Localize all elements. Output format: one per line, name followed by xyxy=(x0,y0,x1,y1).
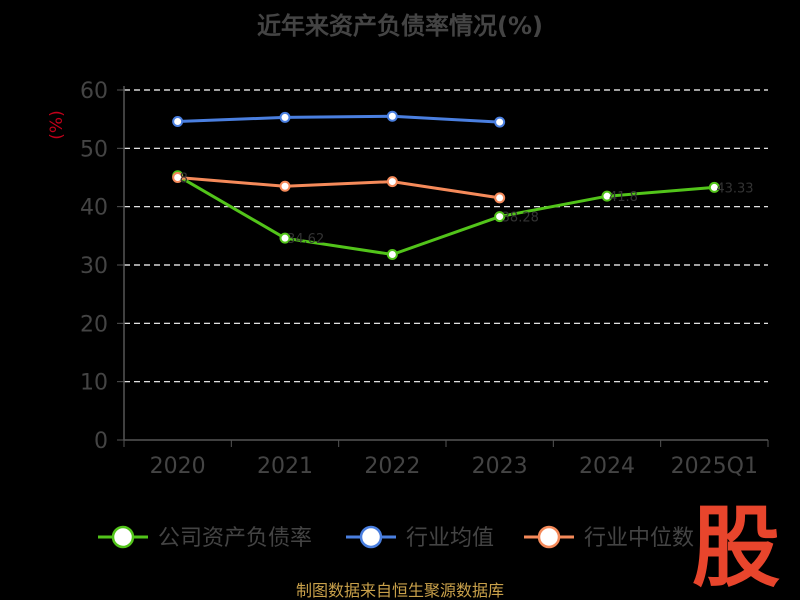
x-tick-label: 2023 xyxy=(472,454,528,479)
y-tick-label: 50 xyxy=(80,137,108,162)
y-tick-label: 40 xyxy=(80,196,108,221)
x-tick-label: 2021 xyxy=(257,454,313,479)
x-tick-label: 2022 xyxy=(364,454,420,479)
legend-swatch-marker xyxy=(359,525,383,549)
legend-swatch-marker xyxy=(111,525,135,549)
data-point[interactable] xyxy=(494,116,506,128)
series-lines: 34.62 38.28 41.8 43.33 8 xyxy=(172,110,754,260)
data-point[interactable] xyxy=(494,211,506,223)
data-point[interactable] xyxy=(386,249,398,260)
legend-swatch-marker xyxy=(537,525,561,549)
data-label: 41.8 xyxy=(609,190,638,205)
data-point[interactable] xyxy=(494,192,506,204)
x-tick-label: 2024 xyxy=(579,454,635,479)
x-tick-label: 2025Q1 xyxy=(671,454,758,479)
legend[interactable]: 公司资产负债率 行业均值 行业中位数 xyxy=(98,525,694,551)
data-point[interactable] xyxy=(172,172,184,183)
legend-item-2[interactable]: 行业中位数 xyxy=(524,525,694,551)
data-label: 38.28 xyxy=(502,211,539,226)
legend-label: 公司资产负债率 xyxy=(158,526,312,551)
data-point[interactable] xyxy=(708,181,720,193)
legend-label: 行业均值 xyxy=(406,526,494,551)
legend-item-1[interactable]: 行业均值 xyxy=(346,525,494,551)
data-label: 43.33 xyxy=(716,181,753,196)
data-point[interactable] xyxy=(386,110,398,122)
data-label: 34.62 xyxy=(287,232,324,247)
x-tick-label: 2020 xyxy=(150,454,206,479)
data-point[interactable] xyxy=(386,176,398,188)
y-tick-label: 60 xyxy=(80,79,108,104)
data-point[interactable] xyxy=(279,111,291,123)
y-tick-label: 0 xyxy=(94,429,108,454)
series-line xyxy=(176,174,715,256)
series-line xyxy=(177,114,500,124)
source-note: 制图数据来自恒生聚源数据库 xyxy=(296,581,504,600)
legend-item-0[interactable]: 公司资产负债率 xyxy=(98,525,312,551)
y-axis-unit-label: (%) xyxy=(47,110,67,139)
logo-badge: 股 xyxy=(692,496,780,599)
y-tick-label: 30 xyxy=(80,254,108,279)
y-tick-label: 20 xyxy=(80,312,108,337)
gridlines xyxy=(124,89,768,383)
axes: 0 10 20 30 40 50 60 2020 2021 2022 2023 2024 2025Q1 xyxy=(80,79,769,479)
series-1 xyxy=(172,110,506,128)
y-tick-label: 10 xyxy=(80,371,108,396)
legend-label: 行业中位数 xyxy=(584,526,694,551)
data-point[interactable] xyxy=(279,180,291,192)
series-2: 8 xyxy=(172,172,506,204)
data-point[interactable] xyxy=(279,232,291,244)
data-point[interactable] xyxy=(172,116,184,127)
chart-title: 近年来资产负债率情况(%) xyxy=(257,12,543,40)
series-0: 34.62 38.28 41.8 43.33 xyxy=(172,170,754,260)
series-line xyxy=(177,176,500,200)
data-point[interactable] xyxy=(601,190,613,202)
data-label: 8 xyxy=(180,172,188,187)
